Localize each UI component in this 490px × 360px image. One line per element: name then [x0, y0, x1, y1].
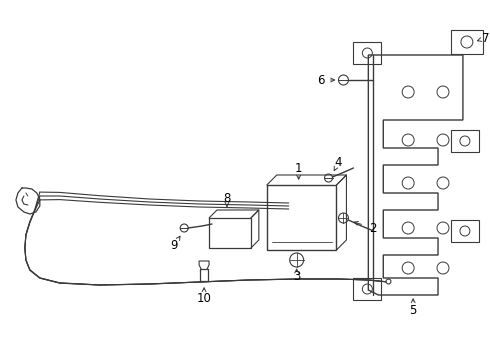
Text: 10: 10: [196, 292, 212, 305]
Bar: [353, 278, 381, 300]
Bar: [267, 185, 337, 250]
Text: 1: 1: [295, 162, 302, 175]
Bar: [451, 30, 483, 54]
Bar: [451, 220, 479, 242]
Text: 4: 4: [335, 156, 342, 168]
Bar: [451, 130, 479, 152]
Text: 8: 8: [223, 192, 231, 204]
Text: 6: 6: [317, 73, 324, 86]
Text: 5: 5: [410, 303, 417, 316]
Text: 2: 2: [369, 221, 377, 234]
Bar: [209, 218, 251, 248]
Bar: [353, 42, 381, 64]
Text: 9: 9: [171, 239, 178, 252]
Text: 3: 3: [293, 270, 300, 284]
Text: 7: 7: [482, 32, 490, 45]
